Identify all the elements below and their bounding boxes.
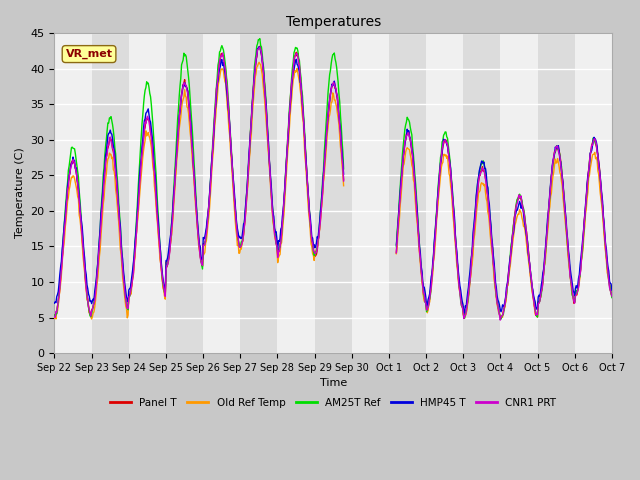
Bar bbox=[240, 33, 277, 353]
Legend: Panel T, Old Ref Temp, AM25T Ref, HMP45 T, CNR1 PRT: Panel T, Old Ref Temp, AM25T Ref, HMP45 … bbox=[106, 394, 560, 412]
Bar bbox=[352, 33, 389, 353]
Bar bbox=[203, 33, 240, 353]
Bar bbox=[389, 33, 426, 353]
Text: VR_met: VR_met bbox=[65, 49, 113, 59]
Bar bbox=[426, 33, 463, 353]
Bar bbox=[538, 33, 575, 353]
Y-axis label: Temperature (C): Temperature (C) bbox=[15, 148, 25, 239]
Title: Temperatures: Temperatures bbox=[285, 15, 381, 29]
Bar bbox=[277, 33, 314, 353]
Bar bbox=[54, 33, 92, 353]
X-axis label: Time: Time bbox=[319, 378, 347, 388]
Bar bbox=[575, 33, 612, 353]
Bar bbox=[92, 33, 129, 353]
Bar bbox=[129, 33, 166, 353]
Bar bbox=[314, 33, 352, 353]
Bar bbox=[463, 33, 500, 353]
Bar bbox=[500, 33, 538, 353]
Bar bbox=[166, 33, 203, 353]
